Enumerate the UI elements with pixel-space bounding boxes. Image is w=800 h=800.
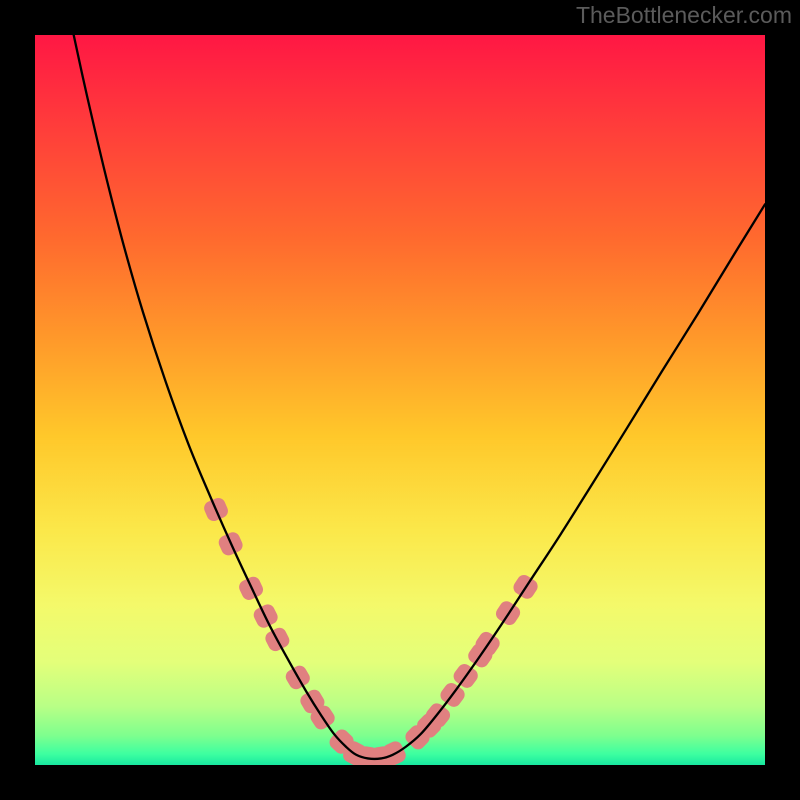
watermark-label: TheBottlenecker.com bbox=[576, 2, 792, 29]
chart-container: TheBottlenecker.com bbox=[0, 0, 800, 800]
gradient-background bbox=[35, 35, 765, 765]
plot-area bbox=[35, 35, 765, 765]
plot-svg bbox=[35, 35, 765, 765]
